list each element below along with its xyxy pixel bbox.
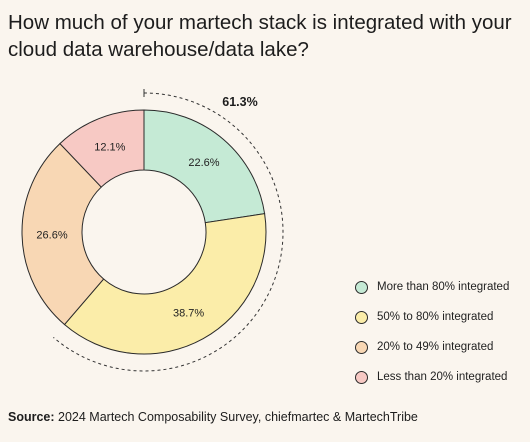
donut-slice-1	[63, 213, 267, 355]
legend-label: Less than 20% integrated	[377, 371, 508, 383]
slice-value-label-1: 38.7%	[173, 307, 204, 319]
donut-slice-2	[21, 142, 105, 326]
annotation-group: 61.3%	[53, 89, 284, 372]
legend-swatch	[355, 340, 368, 354]
donut-slices	[21, 109, 267, 355]
slice-labels: 22.6% 38.7% 26.6% 12.1%	[36, 142, 219, 320]
slice-value-label-2: 26.6%	[36, 229, 67, 241]
legend-swatch	[355, 370, 368, 384]
donut-chart: 22.6% 38.7% 26.6% 12.1% 61.3%	[21, 89, 284, 372]
donut-slice-3	[59, 109, 145, 188]
source-label: Source:	[8, 410, 55, 424]
chart-title: How much of your martech stack is integr…	[8, 11, 512, 61]
source-text: 2024 Martech Composability Survey, chief…	[54, 410, 418, 424]
legend-label: 50% to 80% integrated	[377, 311, 494, 323]
legend-item-50-to-80: 50% to 80% integrated	[355, 302, 525, 332]
legend-swatch	[355, 310, 368, 324]
donut-slice-0	[143, 109, 266, 224]
annotation-arc	[53, 92, 284, 372]
slice-value-label-0: 22.6%	[188, 157, 219, 169]
legend-item-20-to-49: 20% to 49% integrated	[355, 332, 525, 362]
annotation-label: 61.3%	[222, 95, 257, 109]
legend-label: 20% to 49% integrated	[377, 341, 494, 353]
legend-item-more-than-80: More than 80% integrated	[355, 272, 525, 302]
legend-item-less-than-20: Less than 20% integrated	[355, 362, 525, 392]
source-note: Source: 2024 Martech Composability Surve…	[8, 410, 418, 424]
legend-swatch	[355, 280, 368, 294]
slice-value-label-3: 12.1%	[94, 142, 125, 154]
legend: More than 80% integrated 50% to 80% inte…	[355, 272, 525, 392]
legend-label: More than 80% integrated	[377, 281, 510, 293]
